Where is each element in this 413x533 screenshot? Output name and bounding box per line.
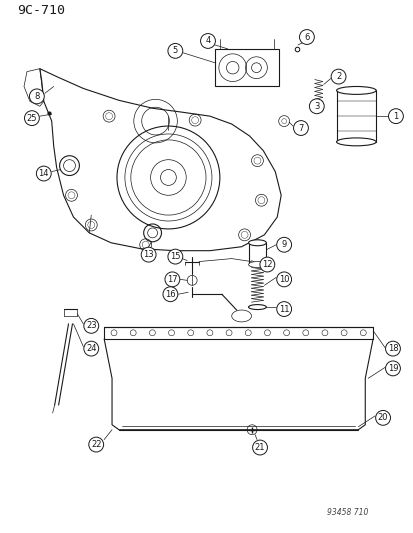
Circle shape (168, 249, 182, 264)
Circle shape (84, 318, 98, 333)
Text: 8: 8 (34, 92, 40, 101)
Text: 23: 23 (86, 321, 96, 330)
Ellipse shape (248, 240, 266, 246)
Circle shape (84, 341, 98, 356)
Text: 21: 21 (254, 443, 265, 452)
Text: 5: 5 (172, 46, 178, 55)
Circle shape (309, 99, 323, 114)
Text: 25: 25 (26, 114, 37, 123)
Circle shape (276, 302, 291, 317)
Text: 9C-710: 9C-710 (17, 4, 65, 17)
Text: 15: 15 (170, 252, 180, 261)
Text: 9: 9 (281, 240, 286, 249)
Circle shape (387, 109, 402, 124)
Text: 93458 710: 93458 710 (326, 508, 367, 517)
Ellipse shape (336, 138, 375, 146)
Bar (104, 327, 372, 338)
Text: 19: 19 (387, 364, 397, 373)
Text: 2: 2 (335, 72, 340, 81)
Circle shape (330, 69, 345, 84)
Circle shape (24, 111, 39, 126)
Text: 13: 13 (143, 250, 154, 259)
Circle shape (385, 361, 399, 376)
Bar (214, 49, 278, 86)
Text: 20: 20 (377, 414, 387, 422)
Text: 16: 16 (165, 290, 175, 298)
Polygon shape (40, 69, 280, 251)
Circle shape (168, 44, 182, 58)
Circle shape (375, 410, 389, 425)
Text: 12: 12 (261, 260, 272, 269)
Circle shape (385, 341, 399, 356)
Text: 14: 14 (38, 169, 49, 178)
Circle shape (36, 166, 51, 181)
Circle shape (276, 237, 291, 252)
Circle shape (299, 30, 313, 44)
Text: 1: 1 (392, 111, 398, 120)
Circle shape (252, 440, 267, 455)
Ellipse shape (336, 86, 375, 94)
Circle shape (200, 34, 215, 49)
Bar (336, 91, 375, 142)
Circle shape (293, 120, 308, 135)
Circle shape (164, 272, 179, 287)
Text: 4: 4 (205, 36, 210, 45)
Text: 10: 10 (278, 275, 289, 284)
Circle shape (276, 272, 291, 287)
Text: 6: 6 (304, 33, 309, 42)
Text: 18: 18 (387, 344, 397, 353)
Circle shape (29, 89, 44, 104)
Ellipse shape (248, 262, 266, 268)
Text: 3: 3 (313, 102, 319, 111)
Text: 22: 22 (91, 440, 101, 449)
Text: 7: 7 (297, 124, 303, 133)
Circle shape (88, 437, 103, 452)
Text: 17: 17 (167, 275, 177, 284)
Ellipse shape (248, 304, 266, 310)
Text: 11: 11 (278, 304, 289, 313)
Bar (248, 243, 266, 264)
Circle shape (141, 247, 156, 262)
Circle shape (259, 257, 274, 272)
Text: 24: 24 (86, 344, 96, 353)
Circle shape (163, 287, 178, 302)
